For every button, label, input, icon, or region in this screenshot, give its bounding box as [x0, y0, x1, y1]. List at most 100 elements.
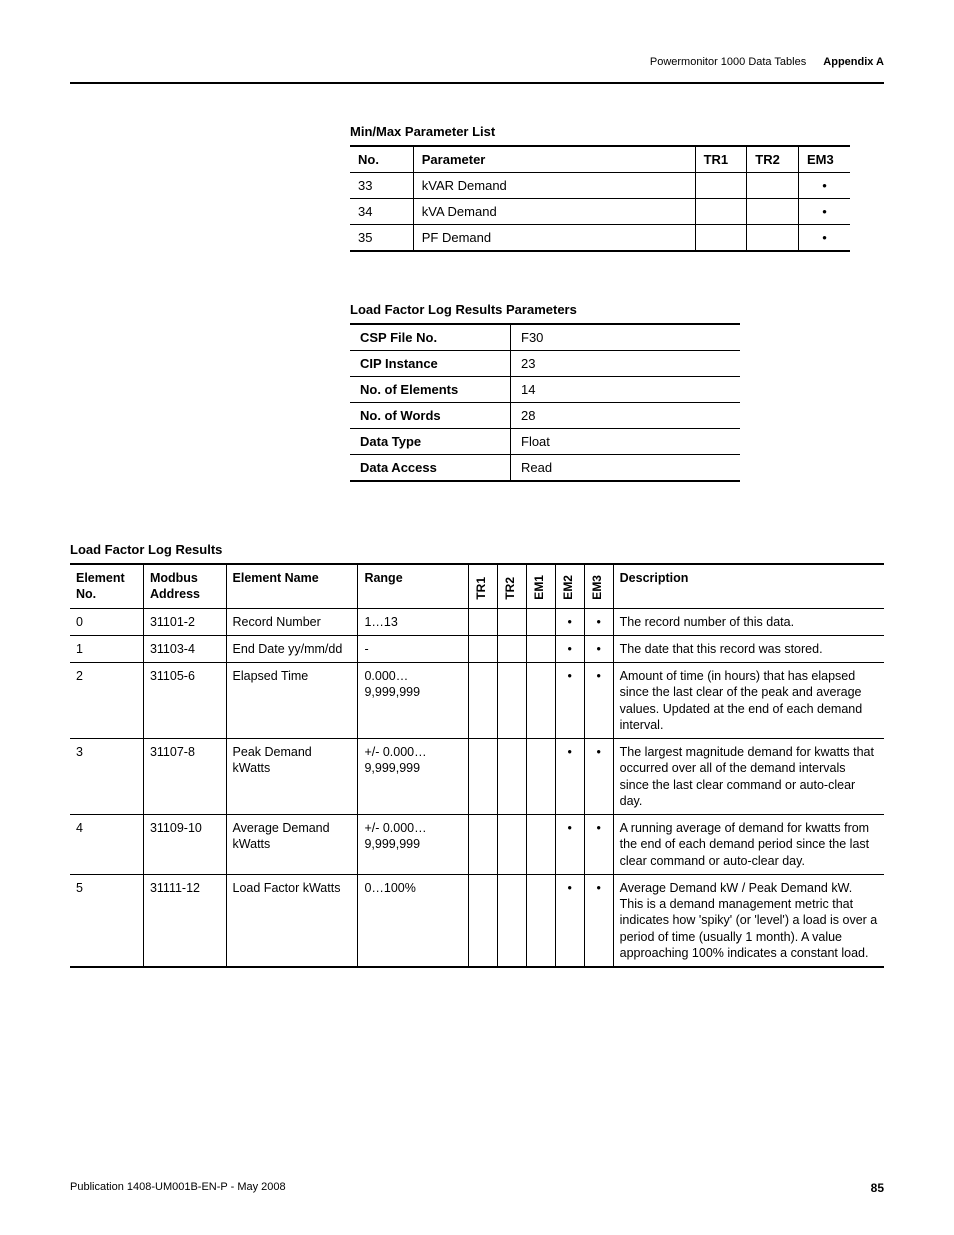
- cell-tr1: [468, 815, 497, 875]
- col-element-no: Element No.: [70, 564, 143, 608]
- cell-desc: A running average of demand for kwatts f…: [613, 815, 884, 875]
- cell-name: Elapsed Time: [226, 663, 358, 739]
- cell-tr2: [497, 663, 526, 739]
- cell-em3: •: [799, 173, 851, 199]
- cell-em1: [526, 608, 555, 635]
- col-tr2: TR2: [747, 146, 799, 173]
- appendix-label: Appendix A: [823, 56, 884, 68]
- param-label: CIP Instance: [350, 351, 511, 377]
- cell-tr2: [747, 199, 799, 225]
- cell-em2: •: [555, 635, 584, 662]
- cell-range: +/- 0.000…9,999,999: [358, 739, 468, 815]
- cell-tr2: [497, 635, 526, 662]
- cell-em1: [526, 663, 555, 739]
- table-row: CSP File No.F30: [350, 324, 740, 351]
- cell-tr1: [468, 874, 497, 967]
- cell-desc: The record number of this data.: [613, 608, 884, 635]
- col-em1: EM1: [526, 564, 555, 608]
- cell-mod: 31107-8: [143, 739, 226, 815]
- cell-tr2: [497, 739, 526, 815]
- cell-range: 1…13: [358, 608, 468, 635]
- cell-em3: •: [799, 225, 851, 252]
- cell-tr2: [747, 225, 799, 252]
- param-value: Read: [511, 455, 741, 482]
- cell-tr2: [497, 874, 526, 967]
- table-row: CIP Instance23: [350, 351, 740, 377]
- cell-desc: Average Demand kW / Peak Demand kW. This…: [613, 874, 884, 967]
- cell-tr1: [695, 173, 747, 199]
- table-row: 4 31109-10 Average Demand kWatts +/- 0.0…: [70, 815, 884, 875]
- cell-em1: [526, 815, 555, 875]
- header-rule: [70, 82, 884, 84]
- cell-el: 4: [70, 815, 143, 875]
- cell-desc: Amount of time (in hours) that has elaps…: [613, 663, 884, 739]
- cell-desc: The largest magnitude demand for kwatts …: [613, 739, 884, 815]
- table-row: No. of Words28: [350, 403, 740, 429]
- param-label: No. of Words: [350, 403, 511, 429]
- cell-tr2: [747, 173, 799, 199]
- col-em2: EM2: [555, 564, 584, 608]
- page-header: Powermonitor 1000 Data Tables Appendix A: [70, 56, 884, 74]
- cell-tr1: [468, 663, 497, 739]
- cell-name: Load Factor kWatts: [226, 874, 358, 967]
- cell-el: 5: [70, 874, 143, 967]
- results-table: Element No. Modbus Address Element Name …: [70, 563, 884, 968]
- table-row: 2 31105-6 Elapsed Time 0.000… 9,999,999 …: [70, 663, 884, 739]
- cell-em3: •: [799, 199, 851, 225]
- param-value: 14: [511, 377, 741, 403]
- col-modbus: Modbus Address: [143, 564, 226, 608]
- cell-no: 33: [350, 173, 413, 199]
- col-description: Description: [613, 564, 884, 608]
- table-row: 0 31101-2 Record Number 1…13 • • The rec…: [70, 608, 884, 635]
- cell-tr1: [468, 635, 497, 662]
- col-range: Range: [358, 564, 468, 608]
- cell-range: 0.000… 9,999,999: [358, 663, 468, 739]
- minmax-title: Min/Max Parameter List: [350, 124, 884, 139]
- param-label: Data Access: [350, 455, 511, 482]
- cell-name: Peak Demand kWatts: [226, 739, 358, 815]
- param-label: Data Type: [350, 429, 511, 455]
- cell-em3: •: [584, 739, 613, 815]
- table-row: 3 31107-8 Peak Demand kWatts +/- 0.000…9…: [70, 739, 884, 815]
- cell-no: 34: [350, 199, 413, 225]
- results-title: Load Factor Log Results: [70, 542, 884, 557]
- cell-em3: •: [584, 663, 613, 739]
- publication-info: Publication 1408-UM001B-EN-P - May 2008: [70, 1181, 286, 1195]
- cell-name: Record Number: [226, 608, 358, 635]
- cell-em3: •: [584, 874, 613, 967]
- col-element-name: Element Name: [226, 564, 358, 608]
- params-title: Load Factor Log Results Parameters: [350, 302, 884, 317]
- cell-tr1: [468, 739, 497, 815]
- cell-no: 35: [350, 225, 413, 252]
- cell-el: 0: [70, 608, 143, 635]
- cell-em2: •: [555, 739, 584, 815]
- col-tr1: TR1: [468, 564, 497, 608]
- col-parameter: Parameter: [413, 146, 695, 173]
- col-em3: EM3: [584, 564, 613, 608]
- table-row: Data AccessRead: [350, 455, 740, 482]
- table-row: 5 31111-12 Load Factor kWatts 0…100% • •…: [70, 874, 884, 967]
- col-em3: EM3: [799, 146, 851, 173]
- param-value: Float: [511, 429, 741, 455]
- cell-range: -: [358, 635, 468, 662]
- col-tr1: TR1: [695, 146, 747, 173]
- cell-em2: •: [555, 608, 584, 635]
- cell-tr2: [497, 608, 526, 635]
- minmax-table: No. Parameter TR1 TR2 EM3 33 kVAR Demand…: [350, 145, 850, 252]
- cell-mod: 31111-12: [143, 874, 226, 967]
- cell-em2: •: [555, 663, 584, 739]
- table-row: Data TypeFloat: [350, 429, 740, 455]
- param-value: 28: [511, 403, 741, 429]
- cell-em3: •: [584, 635, 613, 662]
- cell-param: PF Demand: [413, 225, 695, 252]
- table-row: 33 kVAR Demand •: [350, 173, 850, 199]
- param-label: CSP File No.: [350, 324, 511, 351]
- cell-el: 2: [70, 663, 143, 739]
- cell-mod: 31109-10: [143, 815, 226, 875]
- cell-em1: [526, 874, 555, 967]
- table-row: No. of Elements14: [350, 377, 740, 403]
- col-tr2: TR2: [497, 564, 526, 608]
- cell-em3: •: [584, 608, 613, 635]
- cell-tr1: [695, 225, 747, 252]
- cell-em1: [526, 635, 555, 662]
